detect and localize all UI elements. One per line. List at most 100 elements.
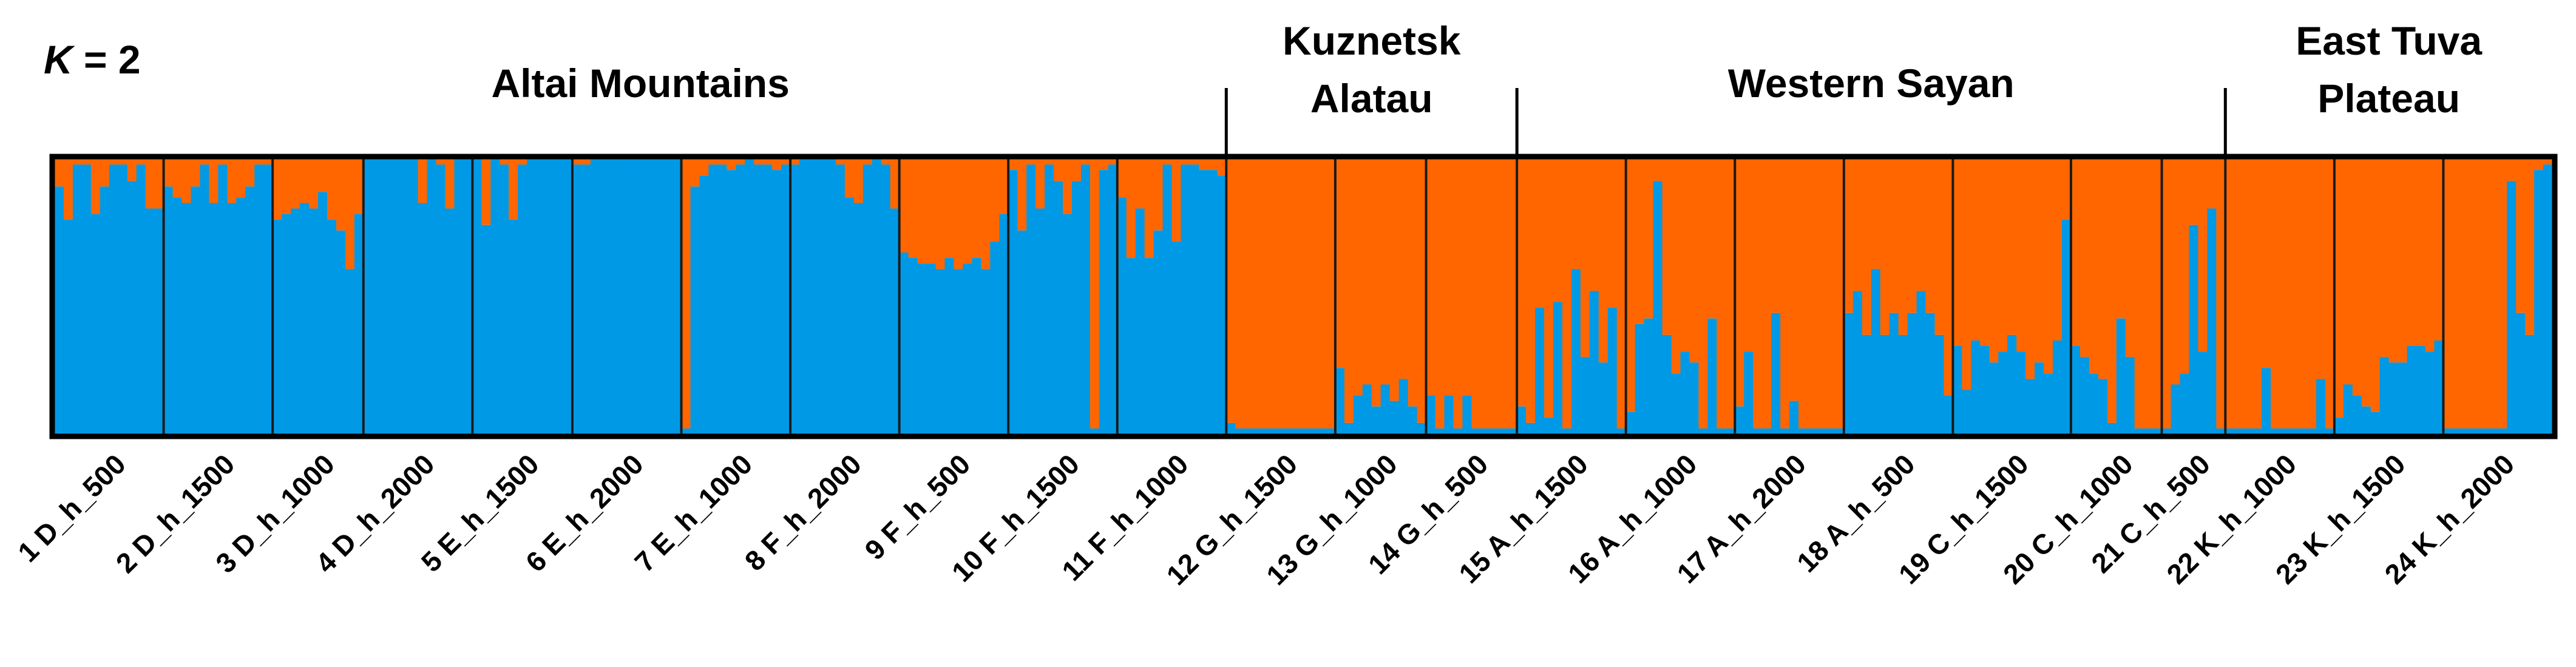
bar-segment-cluster-2 — [1435, 428, 1445, 434]
bar-segment-cluster-1 — [1045, 159, 1054, 165]
bar-segment-cluster-2 — [963, 263, 972, 434]
bar-segment-cluster-2 — [2479, 428, 2489, 434]
bar-segment-cluster-2 — [2152, 428, 2163, 434]
bar-segment-cluster-2 — [1080, 164, 1091, 434]
bar-segment-cluster-1 — [1090, 159, 1100, 428]
bar-segment-cluster-1 — [1499, 159, 1508, 428]
bar-segment-cluster-1 — [1998, 159, 2008, 352]
bar-segment-cluster-1 — [2352, 159, 2362, 396]
bar-segment-cluster-2 — [554, 159, 564, 434]
bar-segment-cluster-2 — [1607, 307, 1618, 434]
bar-segment-cluster-2 — [1971, 340, 1981, 434]
population-label: 8 F_h_2000 — [739, 448, 867, 577]
bar-segment-cluster-2 — [1490, 428, 1499, 434]
bar-segment-cluster-2 — [2507, 181, 2517, 434]
bar-segment-cluster-2 — [1735, 406, 1744, 434]
bar-segment-cluster-2 — [1117, 197, 1127, 434]
bar-segment-cluster-2 — [1535, 307, 1545, 434]
bar-segment-cluster-2 — [545, 159, 555, 434]
bar-segment-cluster-1 — [1625, 159, 1636, 412]
bar-segment-cluster-1 — [72, 159, 83, 165]
bar-segment-cluster-1 — [853, 159, 864, 203]
bar-segment-cluster-1 — [2207, 159, 2217, 209]
bar-segment-cluster-1 — [1898, 159, 1908, 335]
bar-segment-cluster-1 — [2470, 159, 2480, 428]
bar-segment-cluster-1 — [1789, 159, 1799, 401]
bar-segment-cluster-2 — [1680, 351, 1690, 434]
bar-segment-cluster-1 — [717, 159, 727, 165]
bar-segment-cluster-1 — [145, 159, 155, 209]
bar-segment-cluster-1 — [2252, 159, 2262, 428]
bar-segment-cluster-2 — [1825, 428, 1835, 434]
bar-segment-cluster-2 — [1380, 384, 1391, 434]
bar-segment-cluster-2 — [1126, 258, 1136, 434]
bar-segment-cluster-2 — [863, 164, 873, 434]
bar-segment-cluster-1 — [245, 159, 255, 187]
bar-segment-cluster-1 — [2061, 159, 2072, 220]
region-label: Alatau — [1310, 76, 1433, 121]
bar-segment-cluster-2 — [626, 159, 637, 434]
bar-segment-cluster-2 — [518, 164, 527, 434]
bar-segment-cluster-2 — [1526, 422, 1536, 434]
bar-segment-cluster-2 — [1880, 334, 1890, 434]
bar-segment-cluster-2 — [1017, 230, 1027, 434]
population-label: 7 E_h_1000 — [628, 448, 758, 578]
bar-segment-cluster-2 — [1162, 164, 1173, 434]
bar-segment-cluster-2 — [463, 159, 473, 434]
bar-segment-cluster-1 — [2243, 159, 2253, 428]
bar-segment-cluster-1 — [2098, 159, 2108, 379]
bar-segment-cluster-2 — [2107, 422, 2117, 434]
bar-segment-cluster-2 — [1671, 373, 1681, 434]
bar-segment-cluster-2 — [1444, 395, 1454, 434]
bar-segment-cluster-2 — [454, 159, 464, 434]
bar-segment-cluster-2 — [2016, 351, 2026, 434]
bar-segment-cluster-1 — [1816, 159, 1826, 428]
bar-segment-cluster-1 — [981, 159, 991, 269]
bar-segment-cluster-2 — [990, 241, 1000, 434]
bar-segment-cluster-1 — [1235, 159, 1245, 428]
bar-segment-cluster-2 — [2098, 379, 2108, 434]
bar-segment-cluster-1 — [2225, 159, 2235, 428]
bar-segment-cluster-2 — [1272, 428, 1281, 434]
bar-segment-cluster-1 — [2171, 159, 2181, 385]
bar-segment-cluster-2 — [445, 208, 455, 434]
bar-segment-cluster-2 — [772, 170, 782, 434]
bar-segment-cluster-1 — [1989, 159, 1999, 363]
bar-segment-cluster-1 — [954, 159, 963, 269]
bar-segment-cluster-1 — [1462, 159, 1472, 396]
bar-segment-cluster-1 — [790, 159, 800, 165]
bar-segment-cluster-2 — [1062, 214, 1073, 434]
bar-segment-cluster-1 — [273, 159, 282, 220]
bar-segment-cluster-2 — [972, 258, 981, 434]
bar-segment-cluster-1 — [1035, 159, 1045, 209]
bar-segment-cluster-1 — [1290, 159, 1300, 428]
bar-segment-cluster-2 — [372, 159, 382, 434]
bar-segment-cluster-2 — [2007, 334, 2017, 434]
k-value: = 2 — [72, 37, 141, 82]
bar-segment-cluster-2 — [200, 164, 209, 434]
bar-segment-cluster-1 — [2479, 159, 2489, 428]
bar-segment-cluster-2 — [881, 164, 891, 434]
bar-segment-cluster-1 — [727, 159, 736, 171]
bar-segment-cluster-1 — [209, 159, 219, 203]
bar-segment-cluster-2 — [509, 219, 518, 434]
bar-segment-cluster-2 — [218, 164, 228, 434]
bar-segment-cluster-1 — [1062, 159, 1073, 214]
bar-segment-cluster-1 — [2416, 159, 2426, 347]
bar-segment-cluster-2 — [1480, 428, 1490, 434]
bar-segment-cluster-2 — [2161, 428, 2172, 434]
bar-segment-cluster-1 — [1517, 159, 1527, 407]
bar-segment-cluster-2 — [727, 170, 736, 434]
bar-segment-cluster-1 — [1653, 159, 1663, 181]
bar-segment-cluster-2 — [563, 159, 573, 434]
bar-segment-cluster-1 — [1580, 159, 1590, 357]
bar-segment-cluster-2 — [636, 159, 646, 434]
bar-segment-cluster-2 — [672, 159, 682, 434]
bar-segment-cluster-1 — [1490, 159, 1499, 428]
bar-segment-cluster-1 — [2262, 159, 2271, 368]
bar-segment-cluster-1 — [1435, 159, 1445, 428]
bar-segment-cluster-1 — [1281, 159, 1290, 428]
bar-segment-cluster-2 — [227, 203, 237, 434]
bar-segment-cluster-2 — [2134, 428, 2144, 434]
bar-segment-cluster-1 — [1971, 159, 1981, 340]
